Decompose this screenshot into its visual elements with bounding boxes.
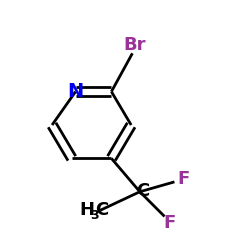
Text: Br: Br	[124, 36, 146, 54]
Text: F: F	[164, 214, 175, 232]
Text: C: C	[95, 201, 108, 219]
Text: 3: 3	[90, 209, 98, 222]
Text: F: F	[177, 170, 189, 188]
Text: C: C	[136, 182, 149, 200]
Text: H: H	[79, 201, 94, 219]
Text: N: N	[68, 82, 84, 101]
